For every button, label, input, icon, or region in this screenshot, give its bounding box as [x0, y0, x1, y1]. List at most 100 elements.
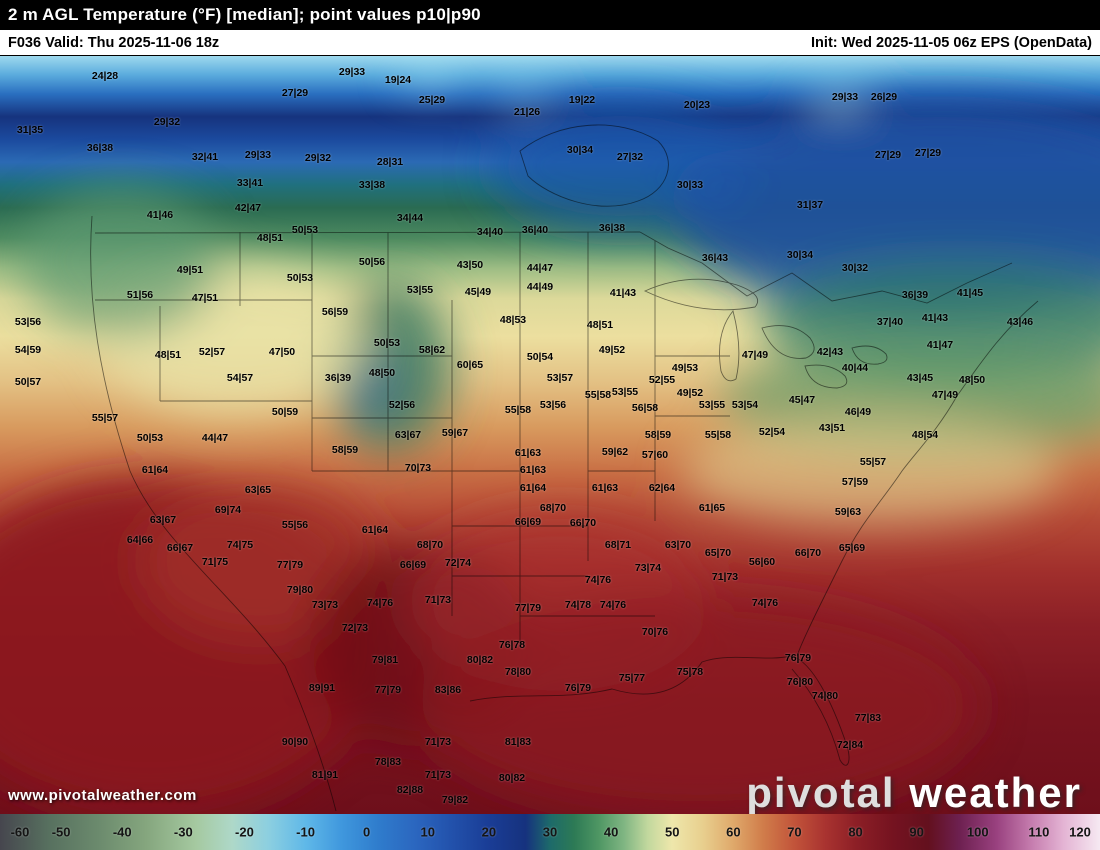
point-value: 27|32: [616, 151, 644, 163]
point-value: 36|39: [324, 372, 352, 384]
colorbar-tick: 50: [664, 824, 680, 840]
point-value: 36|40: [521, 224, 549, 236]
point-value: 55|58: [504, 404, 532, 416]
point-value: 61|64: [519, 482, 547, 494]
point-value: 30|34: [786, 249, 814, 261]
point-value: 31|37: [796, 199, 824, 211]
brand-watermark: pivotal weather: [746, 772, 1082, 814]
point-value: 27|29: [874, 149, 902, 161]
point-value: 59|67: [441, 427, 469, 439]
point-value: 29|33: [338, 66, 366, 78]
sub-header-bar: F036 Valid: Thu 2025-11-06 18z Init: Wed…: [0, 30, 1100, 56]
point-value: 48|51: [256, 232, 284, 244]
colorbar-tick: 90: [909, 824, 924, 840]
point-value: 19|24: [384, 74, 412, 86]
point-value: 53|56: [14, 316, 42, 328]
point-value: 29|32: [153, 116, 181, 128]
point-value: 55|58: [584, 389, 612, 401]
point-value: 58|62: [418, 344, 446, 356]
point-value: 69|74: [214, 504, 242, 516]
point-value: 47|50: [268, 346, 296, 358]
colorbar-tick: 40: [603, 824, 619, 840]
point-value: 59|63: [834, 506, 862, 518]
point-value: 66|69: [514, 516, 542, 528]
point-value: 55|56: [281, 519, 309, 531]
point-value: 43|46: [1006, 316, 1034, 328]
colorbar-tick: 30: [542, 824, 558, 840]
point-value: 57|59: [841, 476, 869, 488]
point-value: 55|57: [859, 456, 887, 468]
point-value: 77|83: [854, 712, 882, 724]
point-value: 57|60: [641, 449, 669, 461]
colorbar-tick: -10: [296, 824, 315, 840]
point-value: 53|54: [731, 399, 759, 411]
point-value: 80|82: [498, 772, 526, 784]
point-value: 77|79: [374, 684, 402, 696]
point-value: 52|54: [758, 426, 786, 438]
point-value: 63|70: [664, 539, 692, 551]
point-value: 50|56: [358, 256, 386, 268]
point-value: 73|74: [634, 562, 662, 574]
point-value: 45|49: [464, 286, 492, 298]
point-value: 53|55: [611, 386, 639, 398]
point-value: 75|77: [618, 672, 646, 684]
point-value: 61|64: [141, 464, 169, 476]
colorbar-tick: 80: [848, 824, 863, 840]
point-value: 70|76: [641, 626, 669, 638]
point-value: 81|83: [504, 736, 532, 748]
colorbar-tick: -60: [10, 824, 30, 840]
point-value: 74|76: [366, 597, 394, 609]
point-value: 28|31: [376, 156, 404, 168]
colorbar-tick: 120: [1069, 824, 1091, 840]
point-value: 20|23: [683, 99, 711, 111]
point-value: 71|73: [711, 571, 739, 583]
point-value: 77|79: [514, 602, 542, 614]
point-value: 63|65: [244, 484, 272, 496]
point-value: 66|70: [794, 547, 822, 559]
point-value: 37|40: [876, 316, 904, 328]
point-value: 79|81: [371, 654, 399, 666]
point-value: 59|62: [601, 446, 629, 458]
point-value: 30|33: [676, 179, 704, 191]
valid-time-label: F036 Valid: Thu 2025-11-06 18z: [8, 34, 220, 51]
point-value: 71|73: [424, 769, 452, 781]
point-value: 63|67: [394, 429, 422, 441]
point-value: 49|52: [676, 387, 704, 399]
point-value: 61|64: [361, 524, 389, 536]
point-value: 73|73: [311, 599, 339, 611]
point-value: 34|40: [476, 226, 504, 238]
point-value: 90|90: [281, 736, 309, 748]
point-value: 74|80: [811, 690, 839, 702]
point-value: 27|29: [914, 147, 942, 159]
point-value: 30|32: [841, 262, 869, 274]
point-value: 74|76: [599, 599, 627, 611]
point-value: 78|83: [374, 756, 402, 768]
colorbar-tick: 110: [1028, 824, 1050, 840]
point-value: 55|57: [91, 412, 119, 424]
colorbar-tick: 100: [966, 824, 989, 840]
point-value: 52|56: [388, 399, 416, 411]
point-value: 56|58: [631, 402, 659, 414]
colorbar-tick: 70: [787, 824, 802, 840]
brand-part1: pivotal: [746, 769, 896, 814]
point-value: 75|78: [676, 666, 704, 678]
point-value: 70|73: [404, 462, 432, 474]
point-value: 55|58: [704, 429, 732, 441]
point-value: 29|32: [304, 152, 332, 164]
point-value: 71|75: [201, 556, 229, 568]
point-value: 77|79: [276, 559, 304, 571]
point-value: 33|41: [236, 177, 264, 189]
colorbar-tick: -40: [112, 824, 132, 840]
point-value: 71|73: [424, 736, 452, 748]
point-value: 41|43: [609, 287, 637, 299]
point-value: 76|78: [498, 639, 526, 651]
point-value: 48|54: [911, 429, 939, 441]
point-value: 54|59: [14, 344, 42, 356]
point-value: 50|53: [291, 224, 319, 236]
point-value: 65|70: [704, 547, 732, 559]
point-value: 45|47: [788, 394, 816, 406]
page-title: 2 m AGL Temperature (°F) [median]; point…: [8, 5, 481, 24]
point-value: 56|59: [321, 306, 349, 318]
point-value: 36|38: [86, 142, 114, 154]
point-value: 19|22: [568, 94, 596, 106]
